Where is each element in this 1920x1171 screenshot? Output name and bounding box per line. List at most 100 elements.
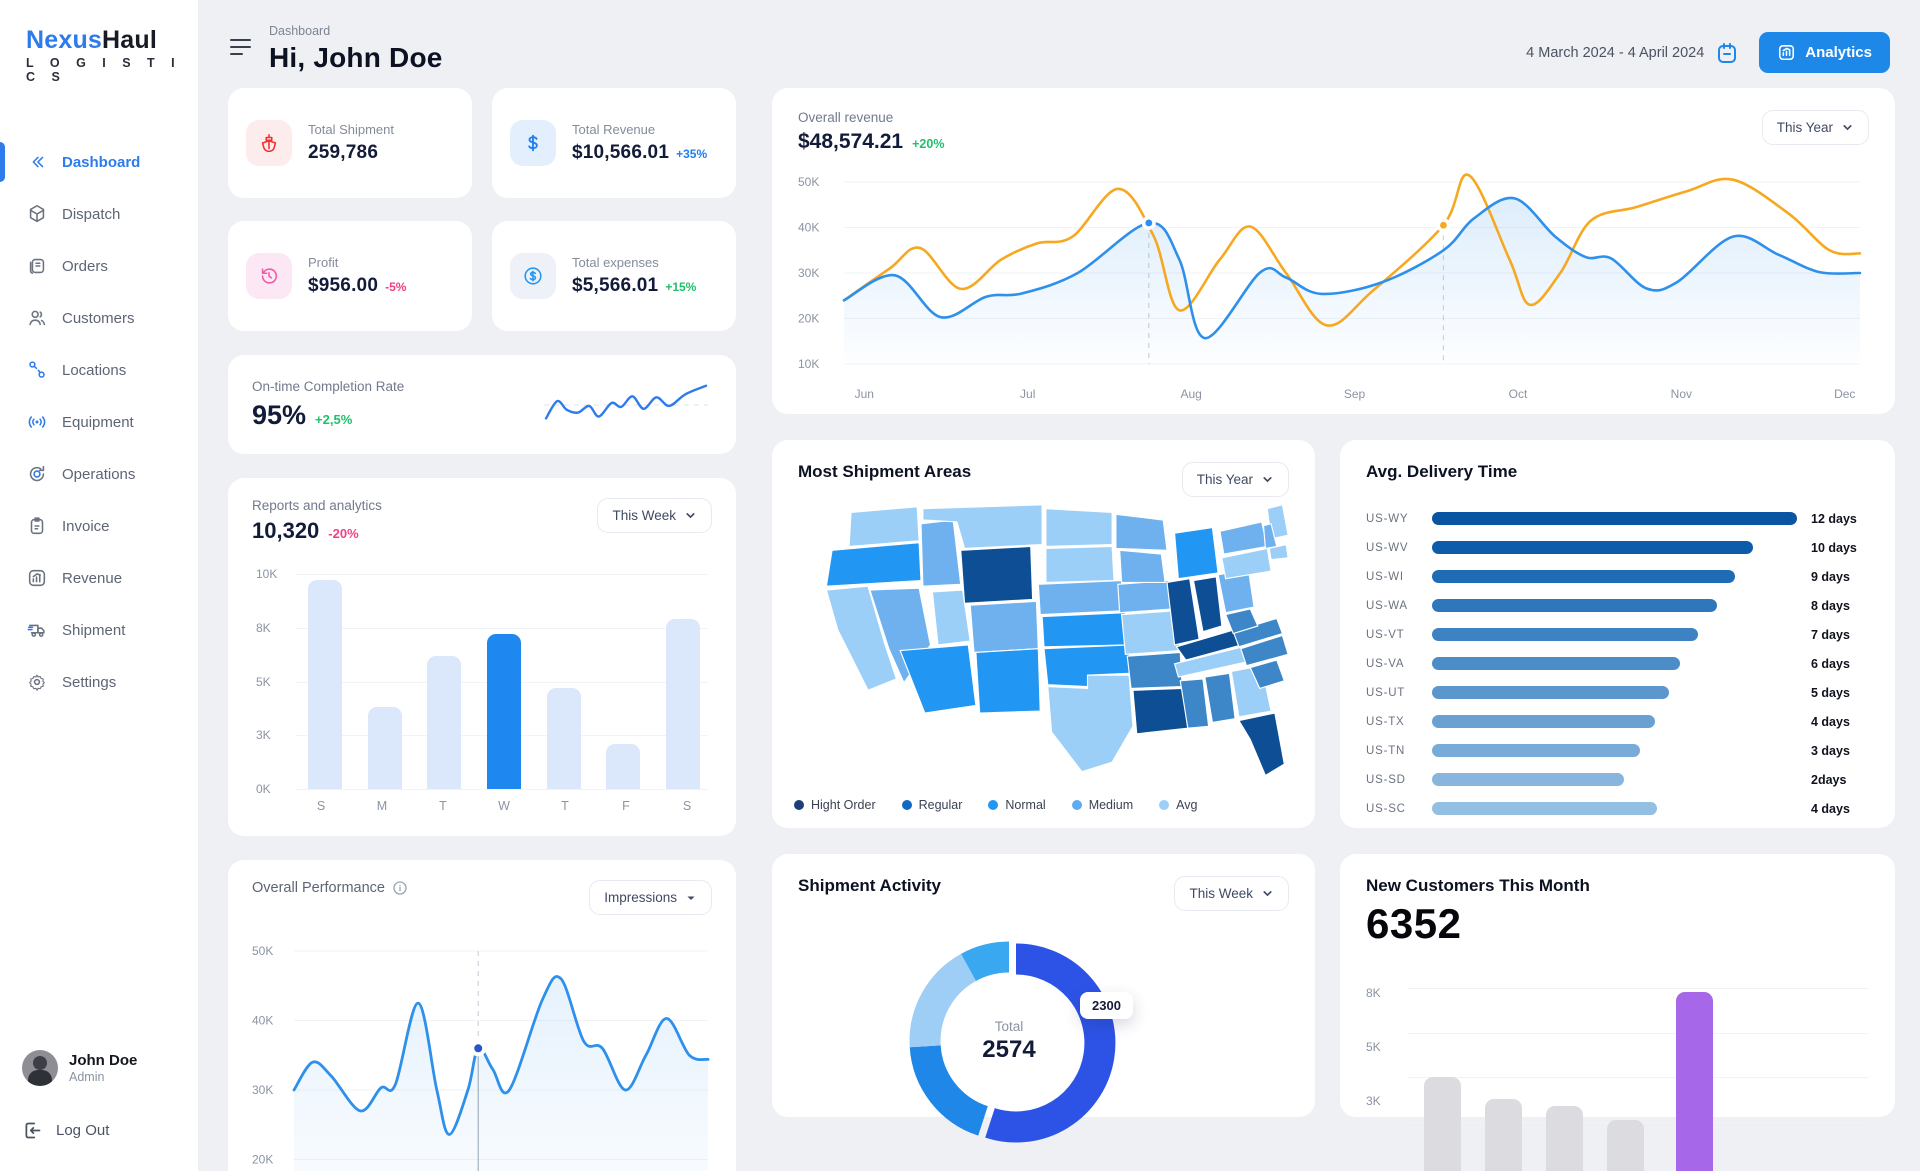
state-shape-ks <box>1041 612 1128 648</box>
y-tick-label: 0K <box>256 782 271 796</box>
calendar-icon[interactable] <box>1715 41 1739 65</box>
delivery-bar <box>1432 744 1641 757</box>
revenue-icon <box>26 567 48 589</box>
sidebar-item-locations[interactable]: Locations <box>0 344 198 396</box>
delivery-state-label: US-WA <box>1366 599 1408 612</box>
menu-toggle-icon[interactable] <box>228 32 253 62</box>
stat-label: Profit <box>308 255 339 270</box>
performance-metric-label: Impressions <box>604 890 677 905</box>
delivery-days-value: 3 days <box>1811 743 1850 758</box>
sidebar-item-settings[interactable]: Settings <box>0 656 198 708</box>
breadcrumb: Dashboard <box>269 24 331 38</box>
sidebar-item-dashboard[interactable]: Dashboard <box>0 136 198 188</box>
delivery-time-card: Avg. Delivery Time US-WY 12 days US-WV 10 d… <box>1340 440 1895 828</box>
analytics-button[interactable]: Analytics <box>1759 32 1890 73</box>
delivery-time-title: Avg. Delivery Time <box>1366 462 1518 481</box>
state-shape-ne <box>1037 579 1125 616</box>
state-shape-al <box>1204 672 1236 724</box>
sidebar-item-invoice[interactable]: Invoice <box>0 500 198 552</box>
sidebar-item-label: Dispatch <box>62 205 121 223</box>
reports-range-dropdown[interactable]: This Week <box>597 498 712 533</box>
legend-item-medium: Medium <box>1071 798 1133 812</box>
x-tick-label: W <box>498 799 510 813</box>
legend-item-avg: Avg <box>1159 798 1197 812</box>
delivery-row-us-sd: US-SD 2days <box>1366 765 1869 794</box>
page-title: Hi, John Doe <box>269 42 443 73</box>
shipment-areas-title: Most Shipment Areas <box>798 462 972 481</box>
caret-down-icon <box>687 896 695 900</box>
shipment-areas-range-dropdown[interactable]: This Year <box>1181 462 1289 497</box>
state-shape-mi <box>1173 526 1219 580</box>
stat-cards: Total Shipment 259,786 Total Revenue $10,56… <box>228 88 736 331</box>
y-tick-label: 3K <box>256 728 271 743</box>
state-shape-ma <box>1268 543 1289 561</box>
revenue-delta: +20% <box>912 137 945 151</box>
sidebar-item-label: Revenue <box>62 569 123 587</box>
legend-dot <box>1159 800 1170 810</box>
state-shape-ia <box>1117 579 1174 614</box>
legend-dot <box>988 800 999 810</box>
logout-label: Log Out <box>56 1122 110 1139</box>
chevron-down-icon <box>1263 477 1272 483</box>
state-shape-va <box>1232 617 1284 648</box>
sidebar-item-customers[interactable]: Customers <box>0 292 198 344</box>
sidebar-item-shipment[interactable]: Shipment <box>0 604 198 656</box>
revenue-title: Overall revenue <box>798 110 894 125</box>
report-bar-f5 <box>606 743 641 789</box>
reports-delta: -20% <box>328 526 359 541</box>
sidebar-item-revenue[interactable]: Revenue <box>0 552 198 604</box>
avatar <box>22 1050 58 1086</box>
brand-subtitle: L O G I S T I C S <box>26 56 182 84</box>
locations-icon <box>26 359 48 381</box>
sidebar-item-dispatch[interactable]: Dispatch <box>0 188 198 240</box>
state-shape-ar <box>1126 651 1183 690</box>
sidebar-item-orders[interactable]: Orders <box>0 240 198 292</box>
delivery-row-us-wa: US-WA 8 days <box>1366 591 1869 620</box>
sidebar-item-equipment[interactable]: Equipment <box>0 396 198 448</box>
svg-text:Nov: Nov <box>1671 387 1692 401</box>
delivery-row-us-tn: US-TN 3 days <box>1366 736 1869 765</box>
delivery-state-label: US-SD <box>1366 773 1406 786</box>
new-customers-card: New Customers This Month 6352 8K 5K 3K <box>1340 854 1895 1171</box>
state-shape-nc <box>1240 634 1289 667</box>
state-shape-or <box>825 542 922 587</box>
performance-card: Overall Performance Impressions 50K 40K 30… <box>228 860 736 1171</box>
revenue-range-dropdown[interactable]: This Year <box>1761 110 1869 145</box>
delivery-row-us-wy: US-WY 12 days <box>1366 504 1869 533</box>
customers-icon <box>26 307 48 329</box>
delivery-days-value: 2days <box>1811 772 1847 787</box>
dashboard-icon <box>26 151 48 173</box>
ship-icon <box>246 120 292 166</box>
donut-segment-1 <box>909 1044 989 1136</box>
performance-metric-dropdown[interactable]: Impressions <box>589 880 712 915</box>
delivery-bar <box>1432 541 1754 554</box>
customers-bar-3 <box>1607 1120 1644 1171</box>
state-shape-wy <box>960 545 1034 604</box>
donut-callout: 2300 <box>1080 992 1133 1019</box>
delivery-bar <box>1432 686 1670 699</box>
logout-button[interactable]: Log Out <box>22 1120 198 1141</box>
ontime-card: On-time Completion Rate 95% +2,5% <box>228 355 736 454</box>
delivery-state-label: US-WI <box>1366 570 1404 583</box>
user-profile[interactable]: John Doe Admin <box>22 1050 198 1086</box>
state-shape-sd <box>1045 545 1115 584</box>
brand-name-primary: Nexus <box>26 26 103 54</box>
y-tick-label: 3K <box>1366 1094 1381 1108</box>
date-range[interactable]: 4 March 2024 - 4 April 2024 <box>1526 41 1739 65</box>
state-shape-ms <box>1179 678 1210 729</box>
sidebar-item-operations[interactable]: Operations <box>0 448 198 500</box>
revenue-range-label: This Year <box>1776 120 1833 135</box>
state-shape-fl <box>1238 712 1285 777</box>
shipment-icon <box>26 619 48 641</box>
y-tick-label: 8K <box>1366 986 1381 1000</box>
analytics-chart-icon <box>1777 43 1796 62</box>
y-tick-label: 5K <box>256 674 271 689</box>
shipment-activity-range-dropdown[interactable]: This Week <box>1174 876 1289 911</box>
shipment-areas-range-label: This Year <box>1196 472 1253 487</box>
brand-name-secondary: Haul <box>102 26 158 54</box>
state-shape-wa <box>848 506 920 548</box>
stat-card-profit: Profit $956.00 -5% <box>228 221 472 331</box>
orders-icon <box>26 255 48 277</box>
new-customers-value: 6352 <box>1366 900 1462 947</box>
state-shape-id <box>920 519 962 587</box>
